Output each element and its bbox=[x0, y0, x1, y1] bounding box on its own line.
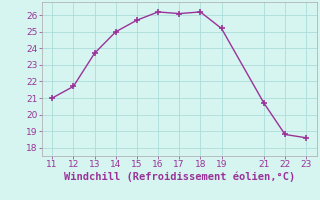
X-axis label: Windchill (Refroidissement éolien,°C): Windchill (Refroidissement éolien,°C) bbox=[64, 172, 295, 182]
